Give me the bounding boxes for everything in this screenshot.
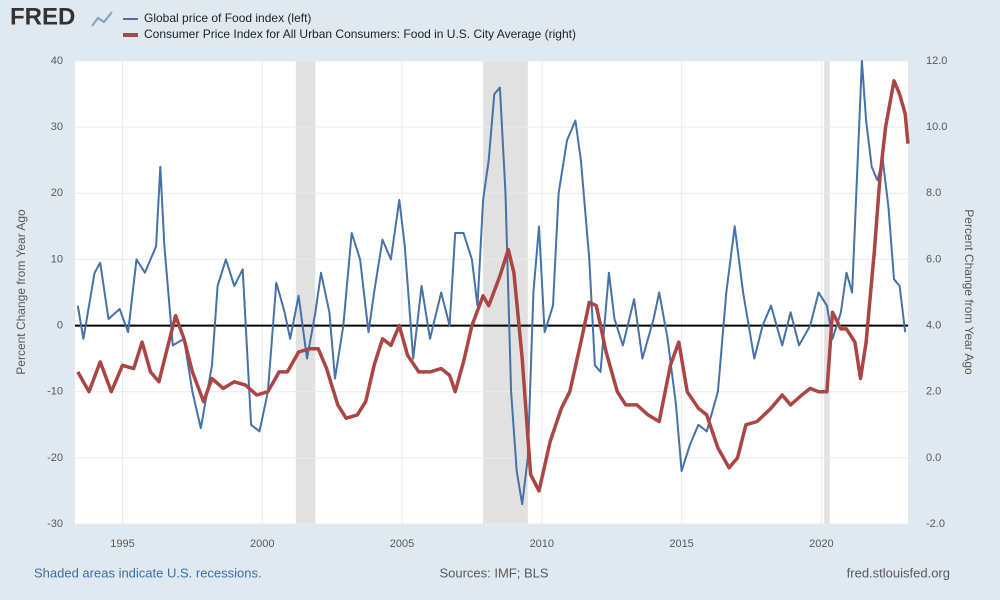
legend-label: Consumer Price Index for All Urban Consu… xyxy=(144,27,576,41)
y-tick-label: -20 xyxy=(47,452,63,464)
x-tick-label: 2005 xyxy=(390,538,414,550)
logo-icon xyxy=(91,11,113,27)
x-tick-label: 1995 xyxy=(110,538,134,550)
recession-shade xyxy=(824,61,830,524)
x-tick-label: 2000 xyxy=(250,538,274,550)
y2-axis-label: Percent Change from Year Ago xyxy=(962,209,976,375)
y-tick-label: 40 xyxy=(51,55,63,67)
source: Sources: IMF; BLS xyxy=(439,565,548,580)
y2-tick-label: 6.0 xyxy=(926,253,941,265)
y2-tick-label: 0.0 xyxy=(926,452,941,464)
y2-tick-label: 8.0 xyxy=(926,187,941,199)
x-tick-label: 2020 xyxy=(809,538,833,550)
y2-tick-label: 12.0 xyxy=(926,55,947,67)
x-tick-label: 2015 xyxy=(669,538,693,550)
recession-shade xyxy=(483,61,528,524)
y-axis-label: Percent Change from Year Ago xyxy=(14,209,28,375)
y-tick-label: 20 xyxy=(51,187,63,199)
y-tick-label: 10 xyxy=(51,253,63,265)
note: Shaded areas indicate U.S. recessions. xyxy=(34,565,262,580)
y-tick-label: -30 xyxy=(47,518,63,530)
y-tick-label: 0 xyxy=(57,319,63,331)
y2-tick-label: 10.0 xyxy=(926,121,947,133)
x-tick-label: 2010 xyxy=(530,538,554,550)
logo: FRED xyxy=(10,3,75,30)
series-line xyxy=(76,60,907,506)
legend-label: Global price of Food index (left) xyxy=(144,11,311,25)
site: fred.stlouisfed.org xyxy=(847,565,950,580)
y2-tick-label: 2.0 xyxy=(926,386,941,398)
y-tick-label: 30 xyxy=(51,121,63,133)
y2-tick-label: -2.0 xyxy=(926,518,945,530)
recession-shade xyxy=(295,61,316,524)
y-tick-label: -10 xyxy=(47,386,63,398)
y2-tick-label: 4.0 xyxy=(926,319,941,331)
series-line xyxy=(76,79,910,493)
